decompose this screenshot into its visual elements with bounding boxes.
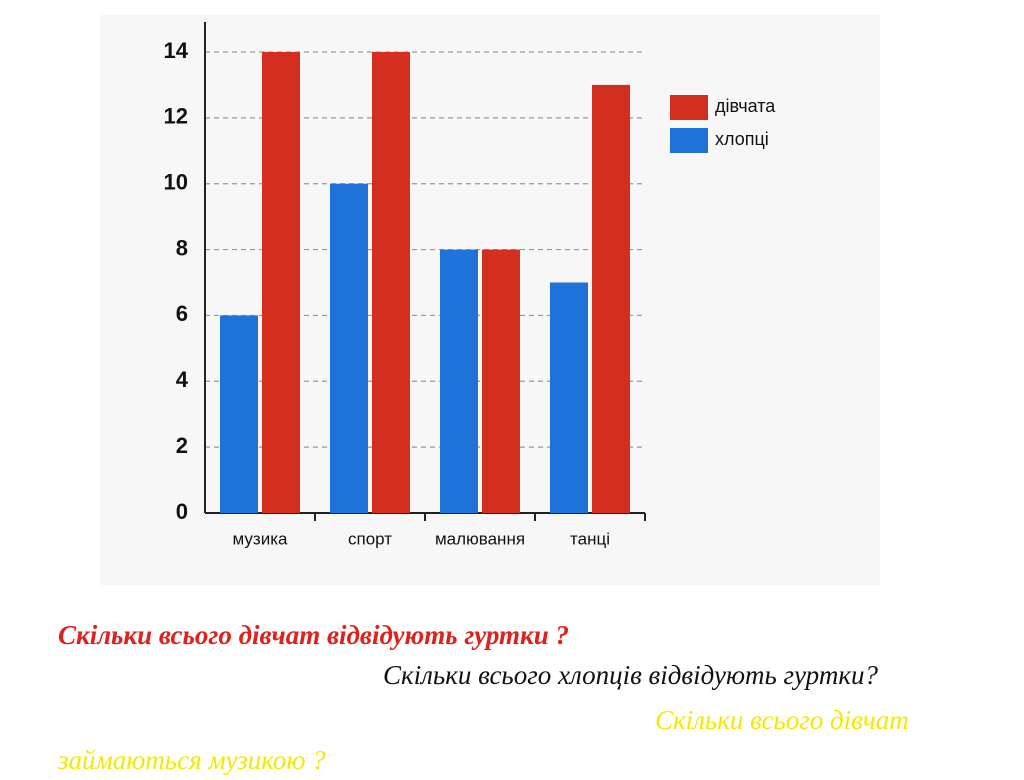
legend-swatch xyxy=(670,95,708,120)
y-tick-label: 2 xyxy=(176,433,188,458)
bar xyxy=(262,52,300,513)
y-tick-label: 10 xyxy=(164,170,188,195)
bar xyxy=(220,315,258,513)
x-tick-label: танці xyxy=(570,529,610,548)
y-tick-label: 8 xyxy=(176,235,188,260)
y-tick-label: 14 xyxy=(164,38,189,63)
question: Скільки всього дівчат відвідують гуртки … xyxy=(58,620,570,650)
legend-label: хлопці xyxy=(715,129,769,149)
question: Скільки всього дівчат займаються музикою… xyxy=(58,705,909,775)
x-tick-label: музика xyxy=(233,529,288,548)
x-tick-label: спорт xyxy=(348,529,392,548)
legend-swatch xyxy=(670,128,708,153)
bar xyxy=(550,282,588,513)
chart: 0 2 4 6 8 10 12 14 музика спорт малювання танці дівч… xyxy=(163,22,777,549)
y-tick-label: 12 xyxy=(164,104,188,129)
bar xyxy=(592,84,630,513)
question: Скільки всього хлопців відвідують гуртки… xyxy=(383,660,878,690)
y-tick-label: 4 xyxy=(176,367,189,392)
bar xyxy=(440,249,478,514)
x-tick-label: малювання xyxy=(435,529,525,548)
legend-label: дівчата xyxy=(715,96,776,116)
y-tick-label: 6 xyxy=(176,301,188,326)
bar xyxy=(372,52,410,513)
y-tick-label: 0 xyxy=(176,499,188,524)
bar xyxy=(482,249,520,514)
bar xyxy=(330,183,368,513)
